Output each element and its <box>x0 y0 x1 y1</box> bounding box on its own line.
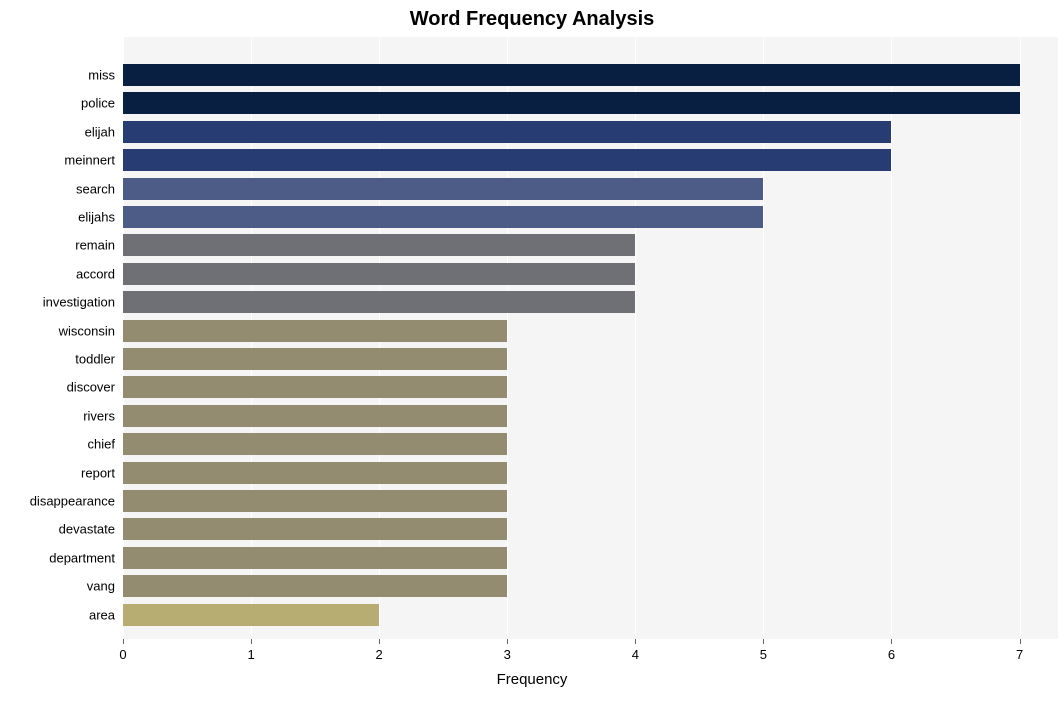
y-tick-label: devastate <box>59 522 123 537</box>
y-tick-label: miss <box>88 68 123 83</box>
y-tick-label: police <box>81 96 123 111</box>
plot-area: misspoliceelijahmeinnertsearchelijahsrem… <box>123 37 1058 639</box>
y-tick-label: report <box>81 465 123 480</box>
y-tick-label: discover <box>67 380 123 395</box>
bar <box>123 547 507 569</box>
grid-line <box>1020 37 1021 639</box>
bar <box>123 320 507 342</box>
x-tick-label: 7 <box>1016 647 1023 662</box>
y-tick-label: chief <box>88 437 123 452</box>
x-tick-mark <box>891 639 892 644</box>
bar <box>123 149 891 171</box>
chart-title: Word Frequency Analysis <box>0 8 1064 31</box>
x-tick-mark <box>763 639 764 644</box>
bar <box>123 263 635 285</box>
bar <box>123 92 1020 114</box>
x-tick-mark <box>251 639 252 644</box>
x-tick-label: 1 <box>247 647 254 662</box>
x-tick-mark <box>123 639 124 644</box>
bar <box>123 291 635 313</box>
chart-container: Word Frequency Analysis misspoliceelijah… <box>0 0 1064 701</box>
x-axis-label: Frequency <box>0 671 1064 688</box>
bar <box>123 433 507 455</box>
x-tick-mark <box>1020 639 1021 644</box>
y-tick-label: investigation <box>43 295 123 310</box>
y-tick-label: elijah <box>85 124 123 139</box>
bar <box>123 178 763 200</box>
y-tick-label: accord <box>76 266 123 281</box>
y-tick-label: rivers <box>83 408 123 423</box>
y-tick-label: disappearance <box>30 494 123 509</box>
y-tick-label: meinnert <box>64 153 123 168</box>
x-tick-label: 6 <box>888 647 895 662</box>
y-tick-label: elijahs <box>78 210 123 225</box>
x-tick-mark <box>635 639 636 644</box>
x-tick-label: 3 <box>504 647 511 662</box>
y-tick-label: area <box>89 607 123 622</box>
bar <box>123 348 507 370</box>
bar <box>123 518 507 540</box>
bar <box>123 462 507 484</box>
y-tick-label: vang <box>87 579 123 594</box>
bar <box>123 490 507 512</box>
bar <box>123 64 1020 86</box>
x-tick-mark <box>507 639 508 644</box>
bar <box>123 405 507 427</box>
x-tick-label: 5 <box>760 647 767 662</box>
y-tick-label: wisconsin <box>59 323 123 338</box>
x-tick-label: 0 <box>119 647 126 662</box>
x-tick-label: 4 <box>632 647 639 662</box>
x-tick-mark <box>379 639 380 644</box>
y-tick-label: search <box>76 181 123 196</box>
bar <box>123 206 763 228</box>
y-tick-label: remain <box>75 238 123 253</box>
x-tick-label: 2 <box>376 647 383 662</box>
bar <box>123 604 379 626</box>
y-tick-label: toddler <box>75 352 123 367</box>
bar <box>123 121 891 143</box>
bar <box>123 234 635 256</box>
y-tick-label: department <box>49 550 123 565</box>
bar <box>123 376 507 398</box>
grid-line <box>891 37 892 639</box>
bar <box>123 575 507 597</box>
